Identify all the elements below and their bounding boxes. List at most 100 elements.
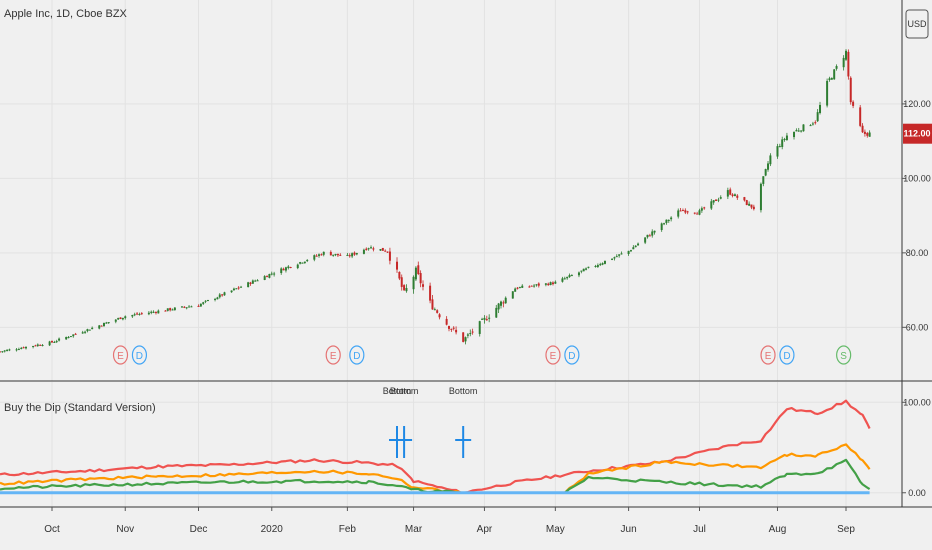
candle[interactable] <box>388 247 391 265</box>
candle[interactable] <box>53 340 56 343</box>
candle[interactable] <box>438 313 441 320</box>
candle[interactable] <box>611 258 614 261</box>
candle[interactable] <box>547 282 550 286</box>
candle[interactable] <box>859 105 862 128</box>
candle[interactable] <box>729 187 732 196</box>
candle[interactable] <box>445 316 448 326</box>
candle[interactable] <box>845 49 848 62</box>
candle[interactable] <box>289 266 292 269</box>
candle[interactable] <box>868 130 871 137</box>
candle[interactable] <box>466 333 469 339</box>
candle[interactable] <box>802 124 805 132</box>
candle[interactable] <box>256 279 259 282</box>
candle[interactable] <box>329 250 332 256</box>
candle[interactable] <box>171 308 174 311</box>
candle[interactable] <box>826 78 829 108</box>
candle[interactable] <box>88 329 91 331</box>
candle[interactable] <box>551 281 554 286</box>
candle[interactable] <box>204 300 207 304</box>
candle[interactable] <box>483 315 486 324</box>
candle[interactable] <box>665 219 668 225</box>
candle[interactable] <box>693 212 696 215</box>
currency-button[interactable]: USD <box>905 9 929 39</box>
candle[interactable] <box>762 176 765 187</box>
candle[interactable] <box>663 222 666 226</box>
candle[interactable] <box>367 247 370 251</box>
candle[interactable] <box>188 304 191 308</box>
candle[interactable] <box>861 123 864 133</box>
candle[interactable] <box>301 262 304 264</box>
candle[interactable] <box>518 286 521 289</box>
candle[interactable] <box>764 168 767 177</box>
candle[interactable] <box>452 326 455 331</box>
candle[interactable] <box>743 196 746 202</box>
candle[interactable] <box>185 307 188 310</box>
candle[interactable] <box>362 248 365 255</box>
candle[interactable] <box>372 246 375 252</box>
candle[interactable] <box>235 288 238 290</box>
dividend-event-marker[interactable]: D <box>779 345 795 365</box>
candle[interactable] <box>561 276 564 283</box>
candle[interactable] <box>698 208 701 216</box>
candle[interactable] <box>717 197 720 203</box>
candle[interactable] <box>230 290 233 293</box>
candle[interactable] <box>183 306 186 309</box>
candle[interactable] <box>769 153 772 167</box>
candle[interactable] <box>700 206 703 213</box>
candle[interactable] <box>830 77 833 80</box>
candle[interactable] <box>863 129 866 137</box>
candle[interactable] <box>169 307 172 312</box>
candle[interactable] <box>315 254 318 257</box>
candle[interactable] <box>627 250 630 256</box>
candle[interactable] <box>686 210 689 215</box>
candle[interactable] <box>299 261 302 265</box>
candle[interactable] <box>124 315 127 320</box>
candle[interactable] <box>488 314 491 323</box>
candle[interactable] <box>516 287 519 290</box>
candle[interactable] <box>462 332 465 343</box>
candle[interactable] <box>41 344 44 347</box>
candle[interactable] <box>284 266 287 273</box>
dividend-event-marker[interactable]: D <box>131 345 148 365</box>
candle[interactable] <box>521 284 524 288</box>
candle[interactable] <box>296 263 299 270</box>
candle[interactable] <box>785 132 788 141</box>
candle[interactable] <box>403 284 406 292</box>
candle[interactable] <box>386 251 389 253</box>
candle[interactable] <box>776 143 779 159</box>
candle[interactable] <box>502 300 505 308</box>
candle[interactable] <box>646 234 649 239</box>
candle[interactable] <box>55 339 58 344</box>
candle[interactable] <box>147 311 150 316</box>
candle[interactable] <box>223 291 226 296</box>
candle[interactable] <box>748 201 751 207</box>
candle[interactable] <box>596 263 599 268</box>
candle[interactable] <box>322 251 325 257</box>
bottom-signal[interactable]: Bottom <box>390 386 419 458</box>
candle[interactable] <box>677 208 680 219</box>
candle[interactable] <box>237 286 240 290</box>
candle[interactable] <box>84 330 87 334</box>
candle[interactable] <box>684 208 687 215</box>
candle[interactable] <box>582 268 585 272</box>
candle[interactable] <box>703 206 706 210</box>
candle[interactable] <box>469 329 472 337</box>
candle[interactable] <box>91 326 94 330</box>
candle[interactable] <box>783 137 786 142</box>
price-scale[interactable]: 60.00 80.00 100.00 120.00 <box>902 99 931 332</box>
candle[interactable] <box>651 229 654 238</box>
candle[interactable] <box>22 346 25 349</box>
split-event-marker[interactable]: S <box>836 345 852 365</box>
candle[interactable] <box>117 317 120 321</box>
candle[interactable] <box>481 317 484 320</box>
candle[interactable] <box>752 204 755 211</box>
candle[interactable] <box>429 282 432 304</box>
candle[interactable] <box>107 322 110 324</box>
candle[interactable] <box>105 321 108 324</box>
candle[interactable] <box>620 251 623 255</box>
candle[interactable] <box>528 285 531 288</box>
candle[interactable] <box>206 299 209 302</box>
dividend-event-marker[interactable]: D <box>564 345 580 365</box>
